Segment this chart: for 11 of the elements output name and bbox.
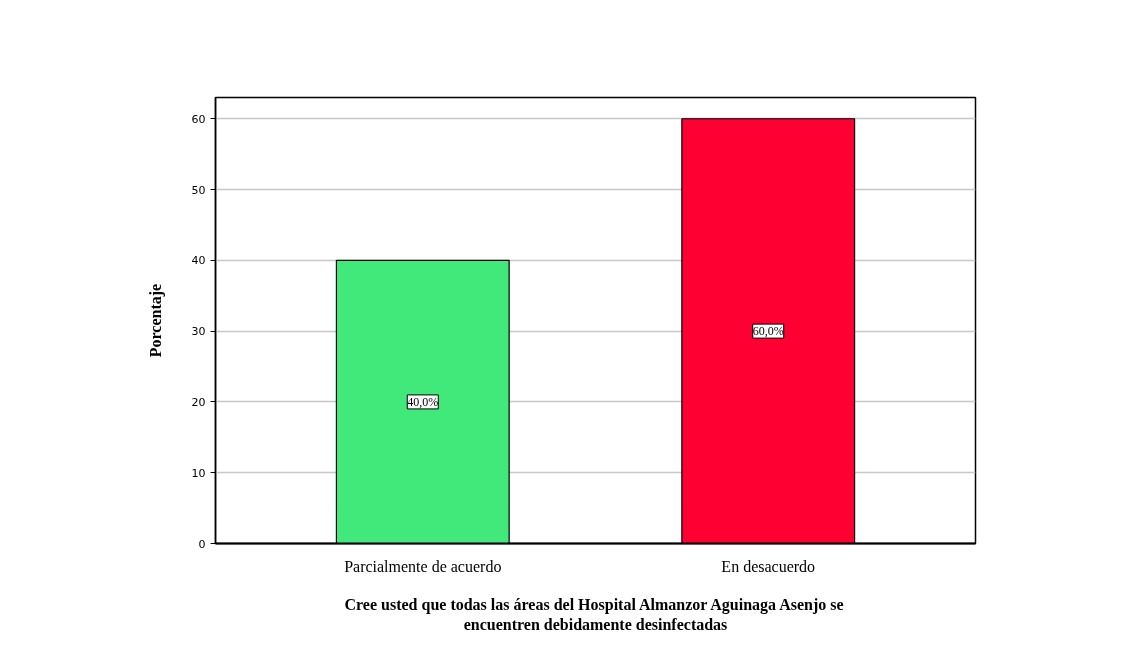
y-tick-label: 60 [191, 112, 206, 126]
y-tick-label: 40 [191, 254, 206, 268]
y-axis-title: Porcentaje [146, 283, 165, 358]
y-tick-label: 20 [191, 395, 206, 409]
x-tick-label: En desacuerdo [721, 557, 816, 575]
y-tick-label: 50 [191, 183, 206, 197]
y-tick-label: 30 [191, 325, 206, 339]
y-tick-label: 10 [191, 466, 206, 480]
x-tick-label: Parcialmente de acuerdo [344, 557, 502, 575]
y-tick-label: 0 [198, 537, 206, 551]
x-axis-title: Cree usted que todas las áreas del Hospital Almanzor Aguinaga Asenjo se encuentren debidamente desinfectadas [344, 595, 844, 633]
